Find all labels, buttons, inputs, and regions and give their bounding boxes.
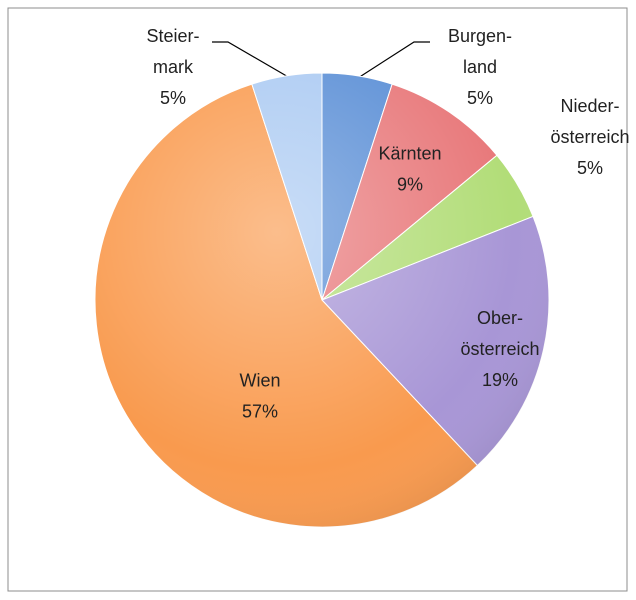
value-label: 9% [397, 174, 423, 194]
slice-label: österreich [460, 339, 539, 359]
slice-label: Nieder- [560, 96, 619, 116]
value-label: 5% [577, 158, 603, 178]
value-label: 57% [242, 401, 278, 421]
slice-label: Wien [239, 370, 280, 390]
value-label: 5% [467, 88, 493, 108]
slice-label: mark [153, 57, 194, 77]
slices [94, 72, 550, 528]
slice-label: Kärnten [378, 143, 441, 163]
slice-label: Burgen- [448, 26, 512, 46]
slice-label: Steier- [146, 26, 199, 46]
leader-line [212, 41, 291, 79]
leader-line [357, 41, 430, 79]
slice-label: österreich [550, 127, 629, 147]
slice-label: land [463, 57, 497, 77]
slice-label: Ober- [477, 308, 523, 328]
value-label: 5% [160, 88, 186, 108]
value-label: 19% [482, 370, 518, 390]
